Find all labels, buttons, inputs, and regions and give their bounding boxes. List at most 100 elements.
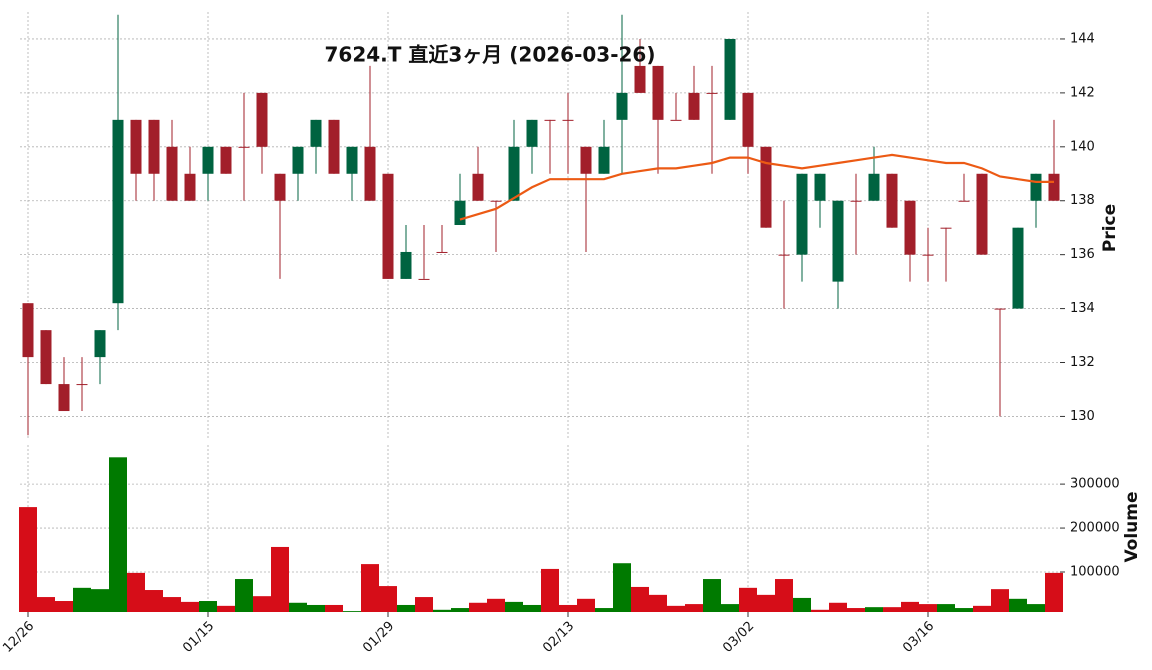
candle-body [382,173,394,279]
candle-body [580,146,592,174]
y-tick-label: 140 [1070,139,1095,154]
volume-bar [739,587,757,612]
volume-bar [433,609,451,612]
volume-bar [451,608,469,612]
candle-body [526,119,538,147]
candle-body [778,254,790,256]
volume-bar [919,604,937,612]
y-tick-label: 200000 [1070,521,1120,536]
volume-bar [397,604,415,612]
volume-bar [127,572,145,612]
volume-bar [217,605,235,612]
x-tick-label: 12/26 [0,619,37,656]
volume-bar [649,594,667,612]
y-tick-label: 132 [1070,355,1095,370]
candle-body [508,146,520,201]
candle-body [40,330,52,385]
volume-bar [703,579,721,612]
volume-bar [577,598,595,612]
x-tick-label: 01/29 [360,619,397,656]
candle-body [166,146,178,201]
candle-body [1048,173,1060,201]
candle-body [688,92,700,120]
volume-bar [541,568,559,612]
volume-bar [559,604,577,612]
candle-body [346,146,358,174]
candle-body [814,173,826,201]
volume-bar [811,609,829,612]
volume-bar [361,564,379,612]
y-tick-label: 138 [1070,193,1095,208]
candle-body [976,173,988,255]
candle-body [22,303,34,358]
candle-body [670,119,682,121]
candle-body [562,119,574,121]
volume-bar [1045,572,1063,612]
volume-bar [109,457,127,612]
candle-body [148,119,160,174]
x-tick-label: 03/16 [900,619,937,656]
price-axis-label: Price [1100,204,1120,252]
candle-body [130,119,142,174]
volume-bar [343,611,361,612]
candle-body [310,119,322,147]
volume-bar [775,579,793,612]
candle-body [724,38,736,120]
candle-body [850,200,862,202]
candle-body [292,146,304,174]
volume-bar [325,604,343,612]
candle-body [238,146,250,148]
y-tick-label: 136 [1070,247,1095,262]
candle-body [256,92,268,147]
volume-bar [973,605,991,612]
volume-bar [37,597,55,612]
volume-bar [523,604,541,612]
volume-bar [793,597,811,612]
candle-body [994,308,1006,310]
volume-bar [289,602,307,612]
volume-bar [163,597,181,612]
candle-body [634,65,646,93]
candle-body [274,173,286,201]
candle-body [652,65,664,120]
volume-bar [667,605,685,612]
candle-body [94,330,106,358]
volume-bar [253,596,271,612]
volume-bar [469,602,487,612]
candle-body [112,119,124,304]
volume-bar [73,587,91,612]
candle-body [400,251,412,279]
volume-axis-label: Volume [1122,491,1142,562]
candle-body [742,92,754,147]
candle-body [364,146,376,201]
y-tick-label: 300000 [1070,477,1120,492]
volume-bar [145,590,163,612]
chart-title: 7624.T 直近3ヶ月 (2026-03-26) [325,43,656,67]
y-tick-label: 144 [1070,31,1095,46]
candle-body [598,146,610,174]
volume-bar [55,601,73,612]
volume-bar [847,608,865,612]
volume-bar [631,586,649,612]
volume-bar [991,589,1009,612]
volume-bar [757,594,775,612]
candle-body [76,384,88,386]
candle-body [544,119,556,121]
candle-body [922,254,934,256]
y-tick-label: 142 [1070,85,1095,100]
candle-body [220,146,232,174]
candle-body [958,200,970,202]
candle-body [418,278,430,280]
volume-bar [685,604,703,612]
x-tick-label: 01/15 [180,619,217,656]
volume-bar [19,507,37,612]
candle-body [1030,173,1042,201]
moving-average-line [459,153,1054,221]
candle-body [868,173,880,201]
volume-bar [1027,604,1045,612]
y-tick-label: 134 [1070,301,1095,316]
candle-body [940,227,952,229]
candle-body [490,200,502,202]
volume-bar [505,601,523,612]
